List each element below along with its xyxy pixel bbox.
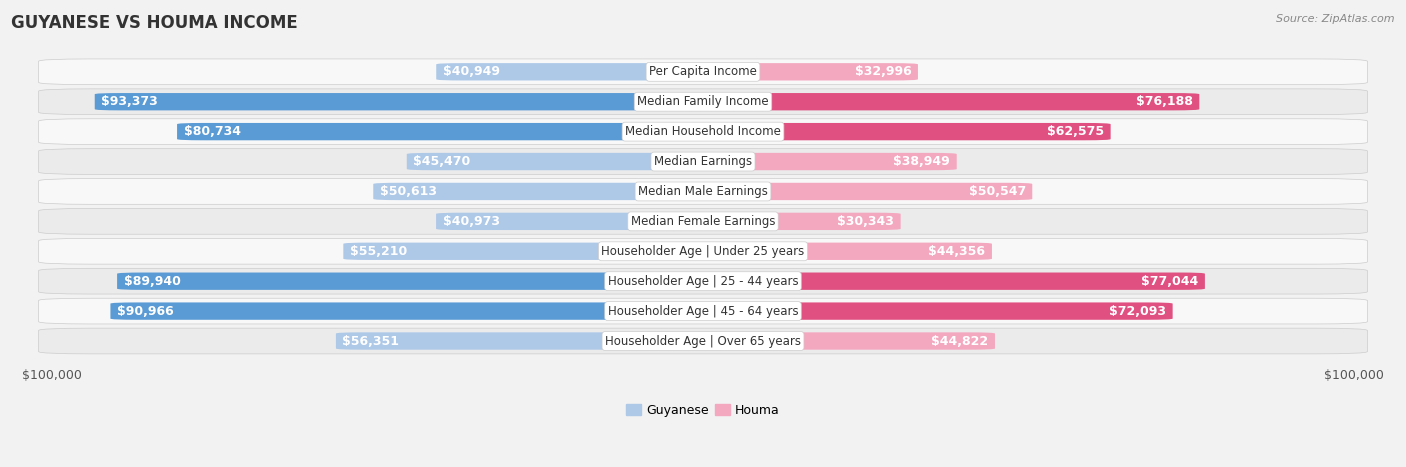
FancyBboxPatch shape — [38, 59, 1368, 85]
Text: $76,188: $76,188 — [1136, 95, 1192, 108]
Text: $45,470: $45,470 — [413, 155, 471, 168]
Text: $62,575: $62,575 — [1047, 125, 1104, 138]
FancyBboxPatch shape — [436, 212, 703, 230]
Text: Householder Age | Under 25 years: Householder Age | Under 25 years — [602, 245, 804, 258]
Text: $44,822: $44,822 — [931, 334, 988, 347]
Text: $44,356: $44,356 — [928, 245, 986, 258]
Text: Source: ZipAtlas.com: Source: ZipAtlas.com — [1277, 14, 1395, 24]
Text: $80,734: $80,734 — [184, 125, 240, 138]
Text: Median Earnings: Median Earnings — [654, 155, 752, 168]
FancyBboxPatch shape — [703, 212, 901, 230]
Text: $40,949: $40,949 — [443, 65, 499, 78]
Text: Householder Age | 45 - 64 years: Householder Age | 45 - 64 years — [607, 304, 799, 318]
FancyBboxPatch shape — [38, 119, 1368, 144]
FancyBboxPatch shape — [343, 242, 703, 260]
Text: Per Capita Income: Per Capita Income — [650, 65, 756, 78]
Text: Householder Age | Over 65 years: Householder Age | Over 65 years — [605, 334, 801, 347]
Text: Median Male Earnings: Median Male Earnings — [638, 185, 768, 198]
Text: $50,613: $50,613 — [380, 185, 437, 198]
FancyBboxPatch shape — [703, 303, 1173, 320]
FancyBboxPatch shape — [703, 93, 1199, 110]
FancyBboxPatch shape — [38, 89, 1368, 114]
Text: $90,966: $90,966 — [117, 304, 174, 318]
Text: Median Family Income: Median Family Income — [637, 95, 769, 108]
FancyBboxPatch shape — [703, 153, 956, 170]
Text: $38,949: $38,949 — [893, 155, 950, 168]
FancyBboxPatch shape — [336, 333, 703, 350]
Text: $32,996: $32,996 — [855, 65, 911, 78]
FancyBboxPatch shape — [703, 123, 1111, 140]
Text: Householder Age | 25 - 44 years: Householder Age | 25 - 44 years — [607, 275, 799, 288]
FancyBboxPatch shape — [703, 183, 1032, 200]
Text: $56,351: $56,351 — [343, 334, 399, 347]
Text: $93,373: $93,373 — [101, 95, 157, 108]
FancyBboxPatch shape — [38, 298, 1368, 324]
Text: Median Household Income: Median Household Income — [626, 125, 780, 138]
FancyBboxPatch shape — [38, 269, 1368, 294]
Legend: Guyanese, Houma: Guyanese, Houma — [621, 399, 785, 422]
Text: GUYANESE VS HOUMA INCOME: GUYANESE VS HOUMA INCOME — [11, 14, 298, 32]
FancyBboxPatch shape — [117, 273, 703, 290]
Text: $72,093: $72,093 — [1109, 304, 1166, 318]
FancyBboxPatch shape — [38, 178, 1368, 205]
FancyBboxPatch shape — [94, 93, 703, 110]
Text: $40,973: $40,973 — [443, 215, 499, 228]
Text: $89,940: $89,940 — [124, 275, 180, 288]
Text: $50,547: $50,547 — [969, 185, 1026, 198]
FancyBboxPatch shape — [177, 123, 703, 140]
Text: $55,210: $55,210 — [350, 245, 408, 258]
FancyBboxPatch shape — [703, 333, 995, 350]
FancyBboxPatch shape — [38, 149, 1368, 174]
Text: $30,343: $30,343 — [838, 215, 894, 228]
FancyBboxPatch shape — [703, 242, 993, 260]
FancyBboxPatch shape — [38, 208, 1368, 234]
Text: $77,044: $77,044 — [1142, 275, 1198, 288]
FancyBboxPatch shape — [38, 328, 1368, 354]
FancyBboxPatch shape — [406, 153, 703, 170]
FancyBboxPatch shape — [703, 273, 1205, 290]
FancyBboxPatch shape — [436, 63, 703, 80]
FancyBboxPatch shape — [111, 303, 703, 320]
FancyBboxPatch shape — [38, 239, 1368, 264]
Text: Median Female Earnings: Median Female Earnings — [631, 215, 775, 228]
FancyBboxPatch shape — [373, 183, 703, 200]
FancyBboxPatch shape — [703, 63, 918, 80]
